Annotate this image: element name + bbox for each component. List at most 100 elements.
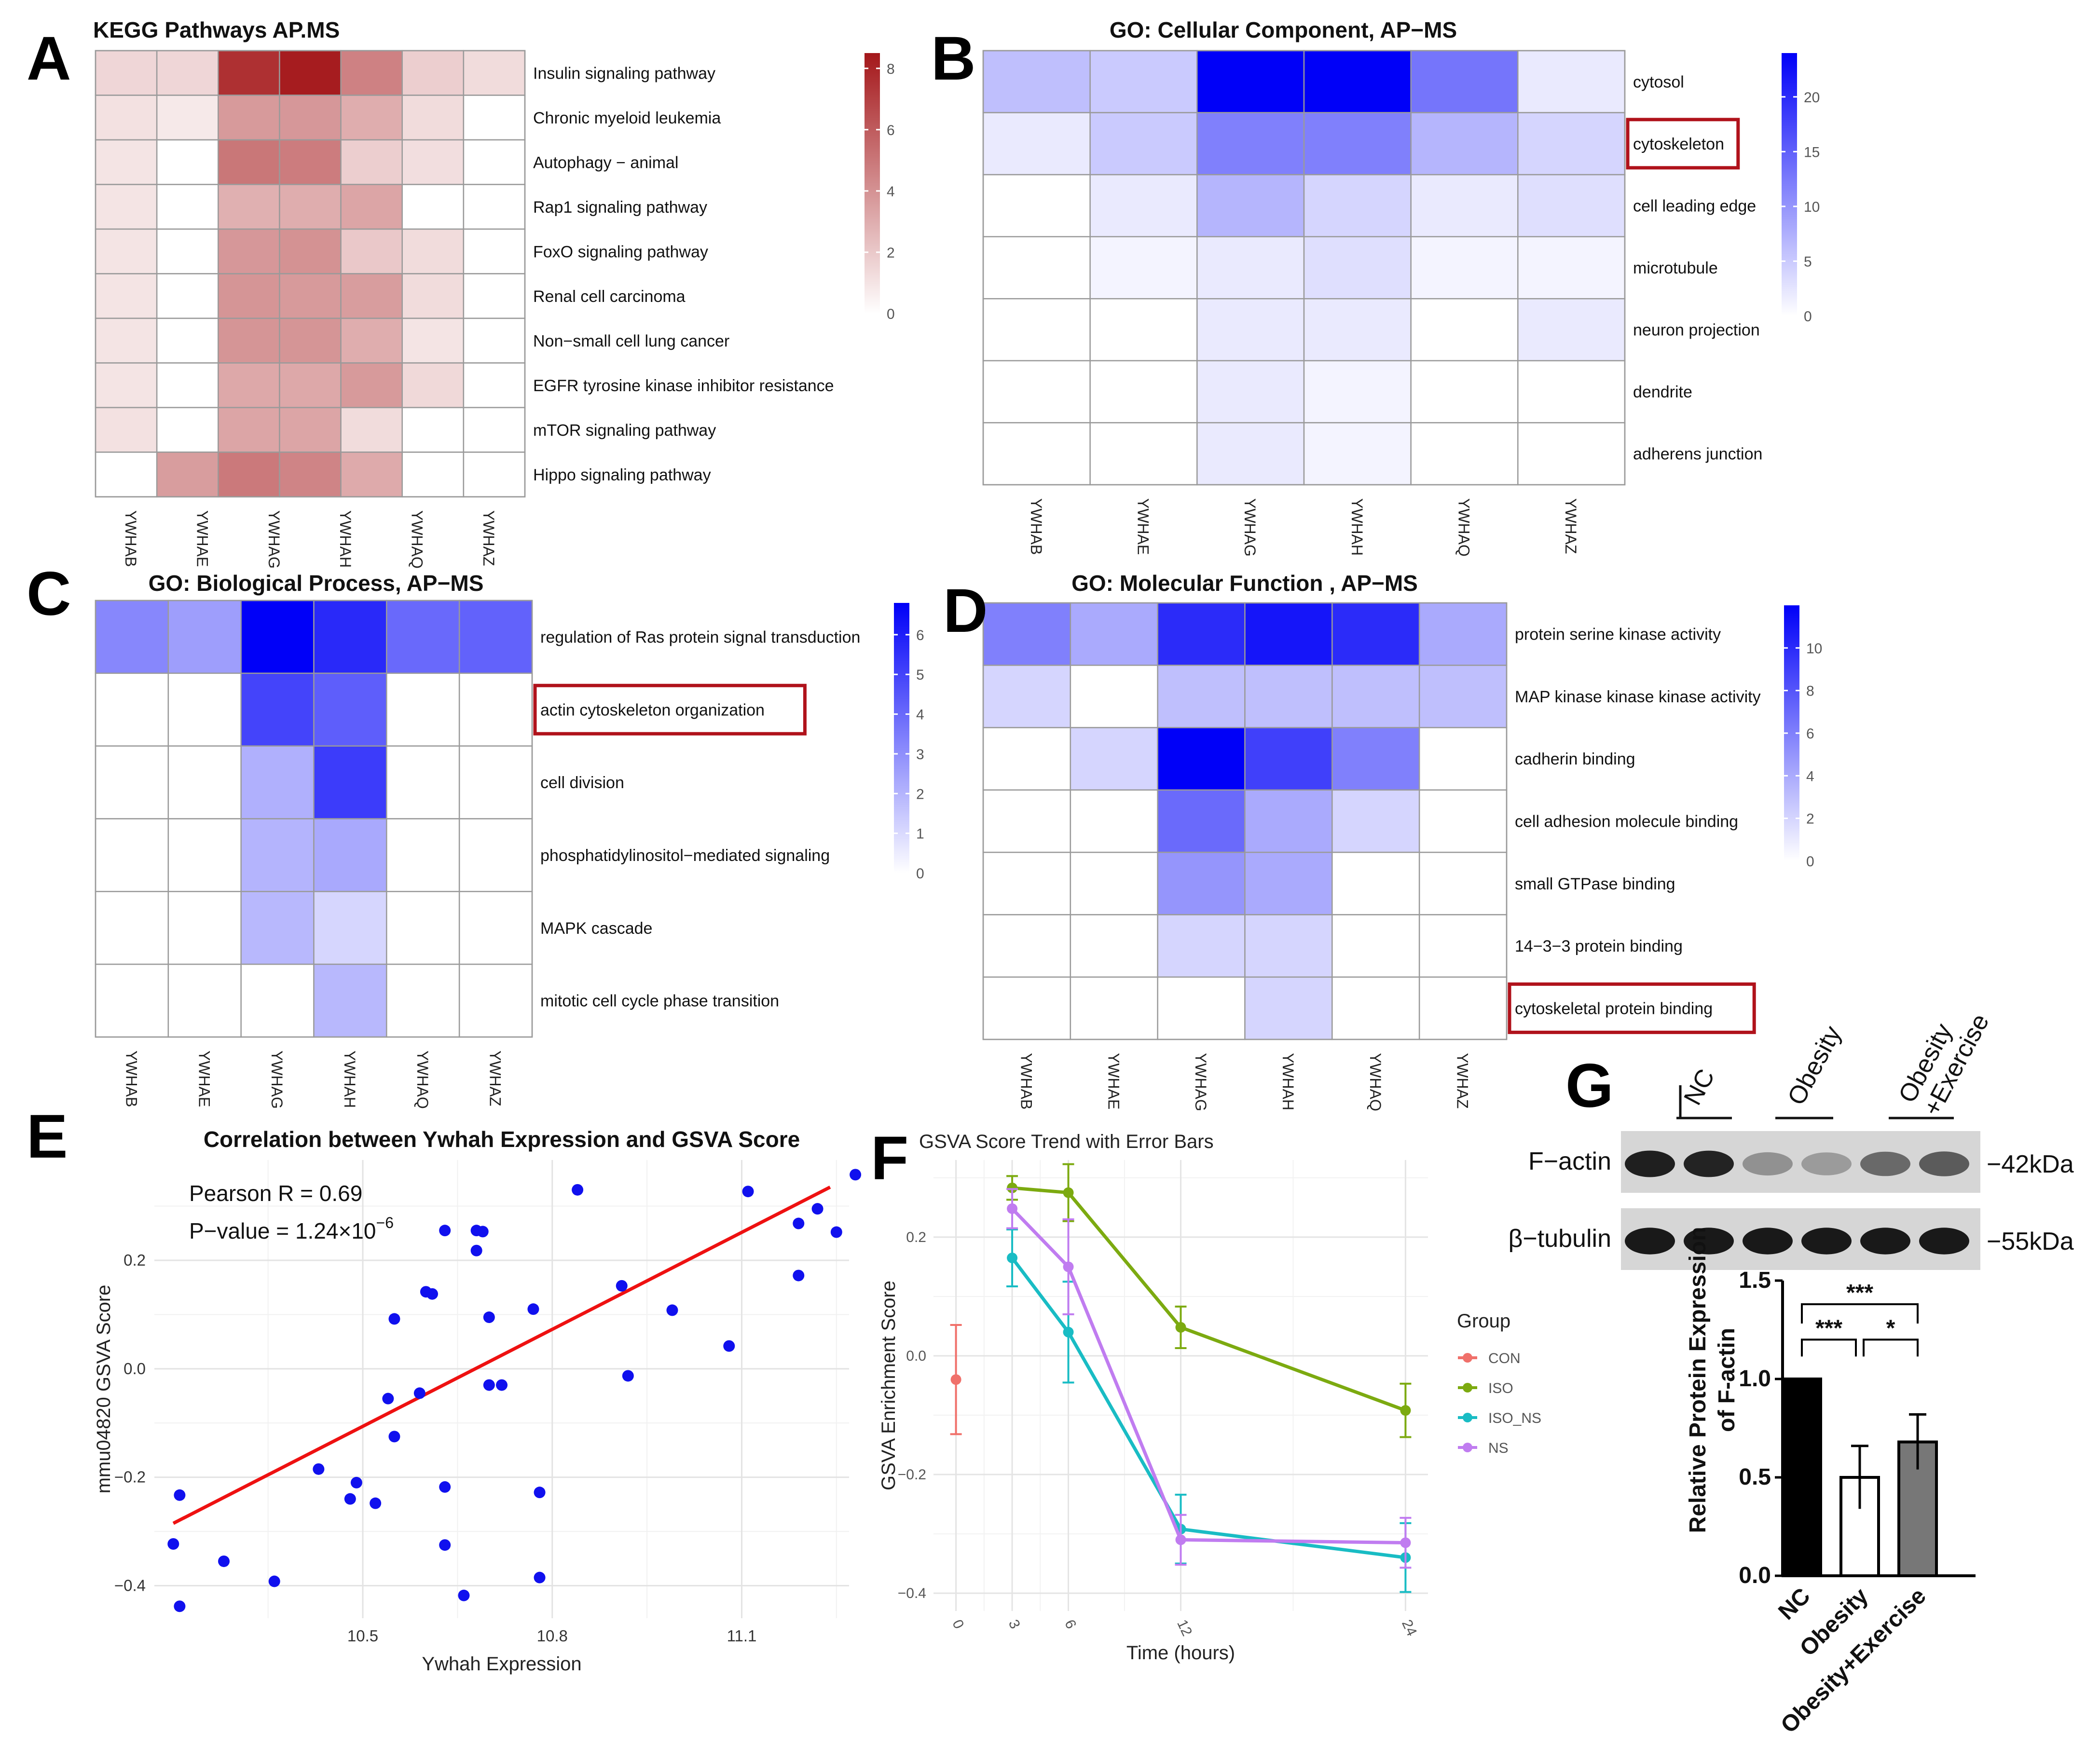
heatmap-cell xyxy=(1517,236,1626,300)
heatmap-cell xyxy=(1157,789,1246,853)
heatmap-cell xyxy=(340,362,403,409)
column-label: YWHAZ xyxy=(1562,498,1579,554)
heatmap-cell xyxy=(1244,789,1333,853)
heatmap-cell xyxy=(401,139,465,185)
heatmap-cell xyxy=(340,273,403,319)
blot-protein-label: β−tubulin xyxy=(1508,1225,1611,1253)
regression-line xyxy=(172,1186,831,1525)
heatmap-cell xyxy=(1517,298,1626,362)
legend-tick-label: 15 xyxy=(1804,144,1820,160)
heatmap-cell xyxy=(167,963,242,1038)
column-label: YWHAE xyxy=(194,510,211,567)
bar xyxy=(1782,1378,1822,1577)
panel-title: GO: Molecular Function , AP−MS xyxy=(1071,571,1418,596)
heatmap-cell xyxy=(218,407,280,453)
heatmap-cell xyxy=(1196,298,1305,362)
column-label: YWHAG xyxy=(265,510,283,569)
legend-tick-label: 10 xyxy=(1806,641,1822,656)
legend-key-point xyxy=(1463,1383,1472,1392)
panel-letter-e: E xyxy=(27,1102,68,1171)
heatmap-cell xyxy=(386,600,460,674)
row-label: adherens junction xyxy=(1633,445,1762,464)
column-label: YWHAH xyxy=(1279,1053,1297,1110)
heatmap-cell xyxy=(156,95,219,141)
heatmap-cell xyxy=(1244,914,1333,978)
heatmap-cell xyxy=(1070,914,1158,978)
heatmap-cell xyxy=(218,184,280,230)
heatmap-cell xyxy=(340,184,403,230)
legend-key-point xyxy=(1463,1353,1472,1363)
heatmap-cell xyxy=(167,891,242,965)
heatmap-cell xyxy=(982,602,1071,666)
highlight-box xyxy=(1626,118,1740,170)
heatmap-cell xyxy=(1517,360,1626,423)
heatmap-cell xyxy=(1303,298,1412,362)
heatmap-cell xyxy=(458,963,533,1038)
series-line-ns xyxy=(1011,1207,1406,1545)
heatmap-cell xyxy=(401,317,465,364)
heatmap-cell xyxy=(386,818,460,892)
legend-tick-label: 2 xyxy=(1806,811,1814,827)
scatter-point xyxy=(344,1493,356,1505)
row-label: Autophagy − animal xyxy=(533,153,678,172)
heatmap-cell xyxy=(401,273,465,319)
heatmap-cell xyxy=(279,184,342,230)
scatter-point xyxy=(439,1225,451,1237)
row-label: MAPK cascade xyxy=(540,919,652,938)
legend-tick-label: 4 xyxy=(916,707,924,723)
scatter-point xyxy=(850,1169,862,1181)
legend-tick-label: 6 xyxy=(887,123,895,138)
heatmap-cell xyxy=(1517,112,1626,176)
row-label: neuron projection xyxy=(1633,321,1760,340)
heatmap-cell xyxy=(1070,851,1158,915)
y-tick-label: 0.5 xyxy=(1739,1464,1771,1490)
heatmap-cell xyxy=(982,50,1091,113)
heatmap-cell xyxy=(1418,727,1508,791)
row-label: cell division xyxy=(540,774,624,792)
heatmap-cell xyxy=(1331,602,1420,666)
column-label: YWHAG xyxy=(1241,498,1259,557)
legend-colorbar xyxy=(865,53,880,314)
heatmap-cell xyxy=(1418,789,1508,853)
heatmap-cell xyxy=(463,95,526,141)
blot-band xyxy=(1625,1150,1675,1177)
blot-band xyxy=(1919,1151,1969,1176)
y-tick-label: 1.5 xyxy=(1739,1268,1771,1293)
legend-tick-label: 0 xyxy=(1804,309,1812,325)
series-point xyxy=(1063,1261,1074,1272)
heatmap-cell xyxy=(1244,727,1333,791)
heatmap-cell xyxy=(982,112,1091,176)
heatmap-cell xyxy=(279,228,342,274)
x-axis-title: Ywhah Expression xyxy=(422,1653,581,1675)
row-label: protein serine kinase activity xyxy=(1515,626,1721,644)
heatmap-cell xyxy=(95,891,169,965)
x-tick-label: 10.8 xyxy=(537,1627,568,1645)
p-value-text: P−value = 1.24×10 xyxy=(189,1218,376,1243)
significance-label: *** xyxy=(1815,1315,1842,1341)
legend-tick-label: 4 xyxy=(1806,768,1814,784)
legend-colorbar xyxy=(894,603,909,873)
scatter-point xyxy=(723,1340,735,1352)
row-label: EGFR tyrosine kinase inhibitor resistanc… xyxy=(533,377,834,395)
heatmap-cell xyxy=(1089,298,1198,362)
heatmap-cell xyxy=(167,600,242,674)
scatter-point xyxy=(470,1244,482,1256)
heatmap-cell xyxy=(1089,174,1198,237)
heatmap-cell xyxy=(279,95,342,141)
heatmap-cell xyxy=(156,451,219,498)
x-tick-label: 11.1 xyxy=(727,1627,757,1645)
heatmap-cell xyxy=(1196,422,1305,486)
legend-tick-label: 5 xyxy=(916,667,924,683)
heatmap-cell xyxy=(1157,602,1246,666)
heatmap-cell xyxy=(1157,851,1246,915)
series-point xyxy=(1175,1322,1186,1333)
y-tick-label: 0.0 xyxy=(906,1348,926,1364)
row-label: Chronic myeloid leukemia xyxy=(533,109,721,127)
heatmap-cell xyxy=(95,139,158,185)
legend-tick-label: 8 xyxy=(1806,683,1814,699)
heatmap-cell xyxy=(95,600,169,674)
blot-band xyxy=(1743,1152,1793,1176)
panel-letter-g: G xyxy=(1565,1051,1614,1120)
row-label: cell leading edge xyxy=(1633,197,1756,215)
